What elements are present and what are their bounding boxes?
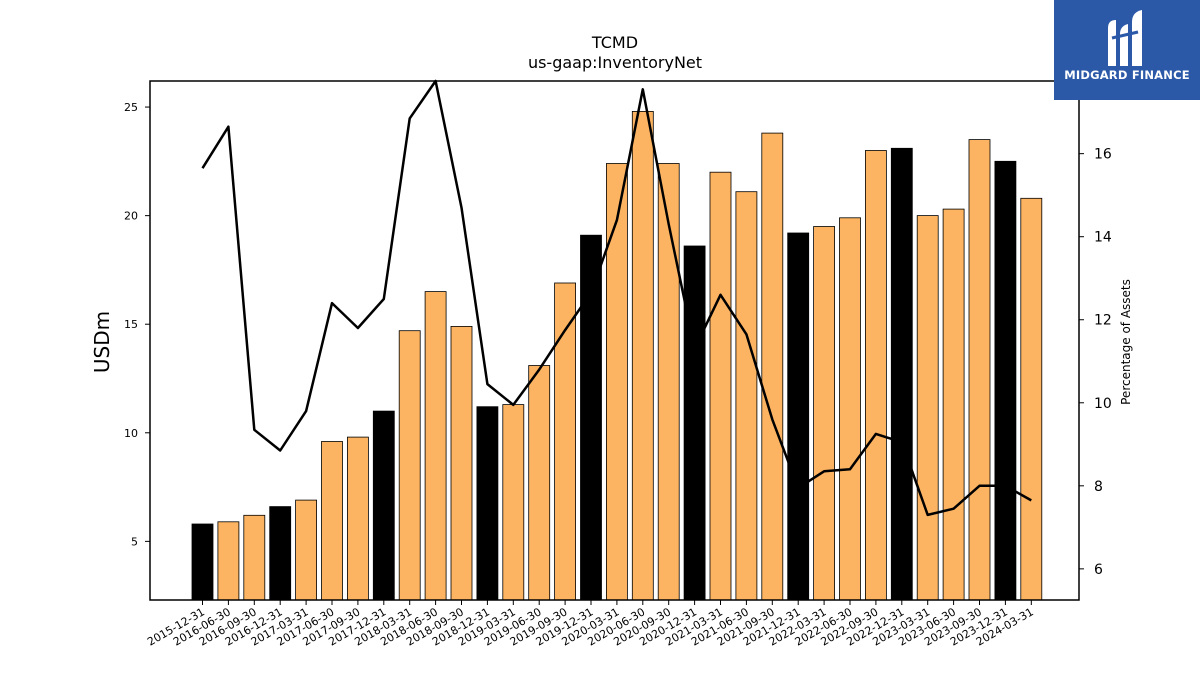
right-tick-label: 6: [1094, 562, 1103, 578]
chart-title: TCMD: [591, 33, 638, 52]
left-tick-label: 25: [124, 101, 138, 114]
bar-2016-09-30: [243, 514, 266, 601]
left-tick-label: 20: [124, 210, 138, 223]
right-tick-label: 14: [1094, 230, 1112, 246]
bar-2017-09-30: [346, 436, 369, 601]
bar-2017-12-31: [372, 410, 395, 601]
bar-2017-03-31: [295, 499, 318, 601]
bar-2019-06-30: [528, 365, 551, 601]
bar-2020-12-31: [683, 245, 706, 601]
bar-2023-12-31: [994, 160, 1017, 601]
bar-2021-06-30: [735, 191, 758, 601]
bar-2022-06-30: [839, 217, 861, 601]
left-tick-label: 5: [131, 535, 138, 548]
bar-2017-06-30: [321, 441, 343, 601]
bar-2016-06-30: [217, 521, 240, 601]
bar-2024-03-31: [1020, 197, 1043, 601]
bar-2022-09-30: [865, 150, 887, 601]
plot-frame: [149, 80, 1080, 601]
right-tick-label: 10: [1094, 396, 1112, 412]
chart-subtitle: us-gaap:InventoryNet: [528, 53, 702, 72]
y2-axis-label: Percentage of Assets: [1119, 279, 1133, 405]
right-axis: 6 8 10 12 14 16: [1079, 147, 1112, 578]
bar-2020-06-30: [631, 111, 654, 601]
left-tick-label: 15: [124, 318, 138, 331]
midgard-logo: MIDGARD FINANCE: [1054, 0, 1200, 100]
left-tick-label: 10: [124, 427, 138, 440]
bar-2023-06-30: [942, 208, 965, 601]
bar-2022-12-31: [890, 147, 913, 601]
right-tick-label: 12: [1094, 313, 1112, 329]
left-axis: 5 10 15 20 25: [124, 101, 150, 548]
midgard-logo-icon: [1108, 10, 1142, 66]
percentage-line: [201, 79, 1032, 517]
bar-2021-03-31: [709, 171, 732, 601]
brand-name: MIDGARD FINANCE: [1064, 68, 1190, 82]
line-group: [201, 79, 1032, 517]
bar-2023-09-30: [968, 139, 991, 601]
bar-2021-09-30: [761, 132, 784, 601]
right-tick-label: 8: [1094, 479, 1103, 495]
bar-2019-03-31: [502, 404, 525, 601]
bar-2020-03-31: [606, 163, 628, 601]
bar-2018-06-30: [424, 291, 447, 601]
bar-2018-03-31: [398, 330, 421, 601]
right-tick-label: 16: [1094, 147, 1112, 163]
y-axis-label: USDm: [90, 311, 114, 373]
bar-2022-03-31: [813, 226, 835, 601]
x-axis: 2015-12-312016-06-302016-09-302016-12-31…: [145, 600, 1036, 649]
bars-group: [191, 111, 1043, 601]
bar-2016-12-31: [269, 506, 292, 601]
bar-2018-09-30: [450, 325, 473, 601]
bar-2021-12-31: [787, 232, 810, 601]
bar-2018-12-31: [476, 406, 499, 601]
bar-2023-03-31: [916, 215, 939, 601]
bar-2015-12-31: [191, 523, 214, 601]
